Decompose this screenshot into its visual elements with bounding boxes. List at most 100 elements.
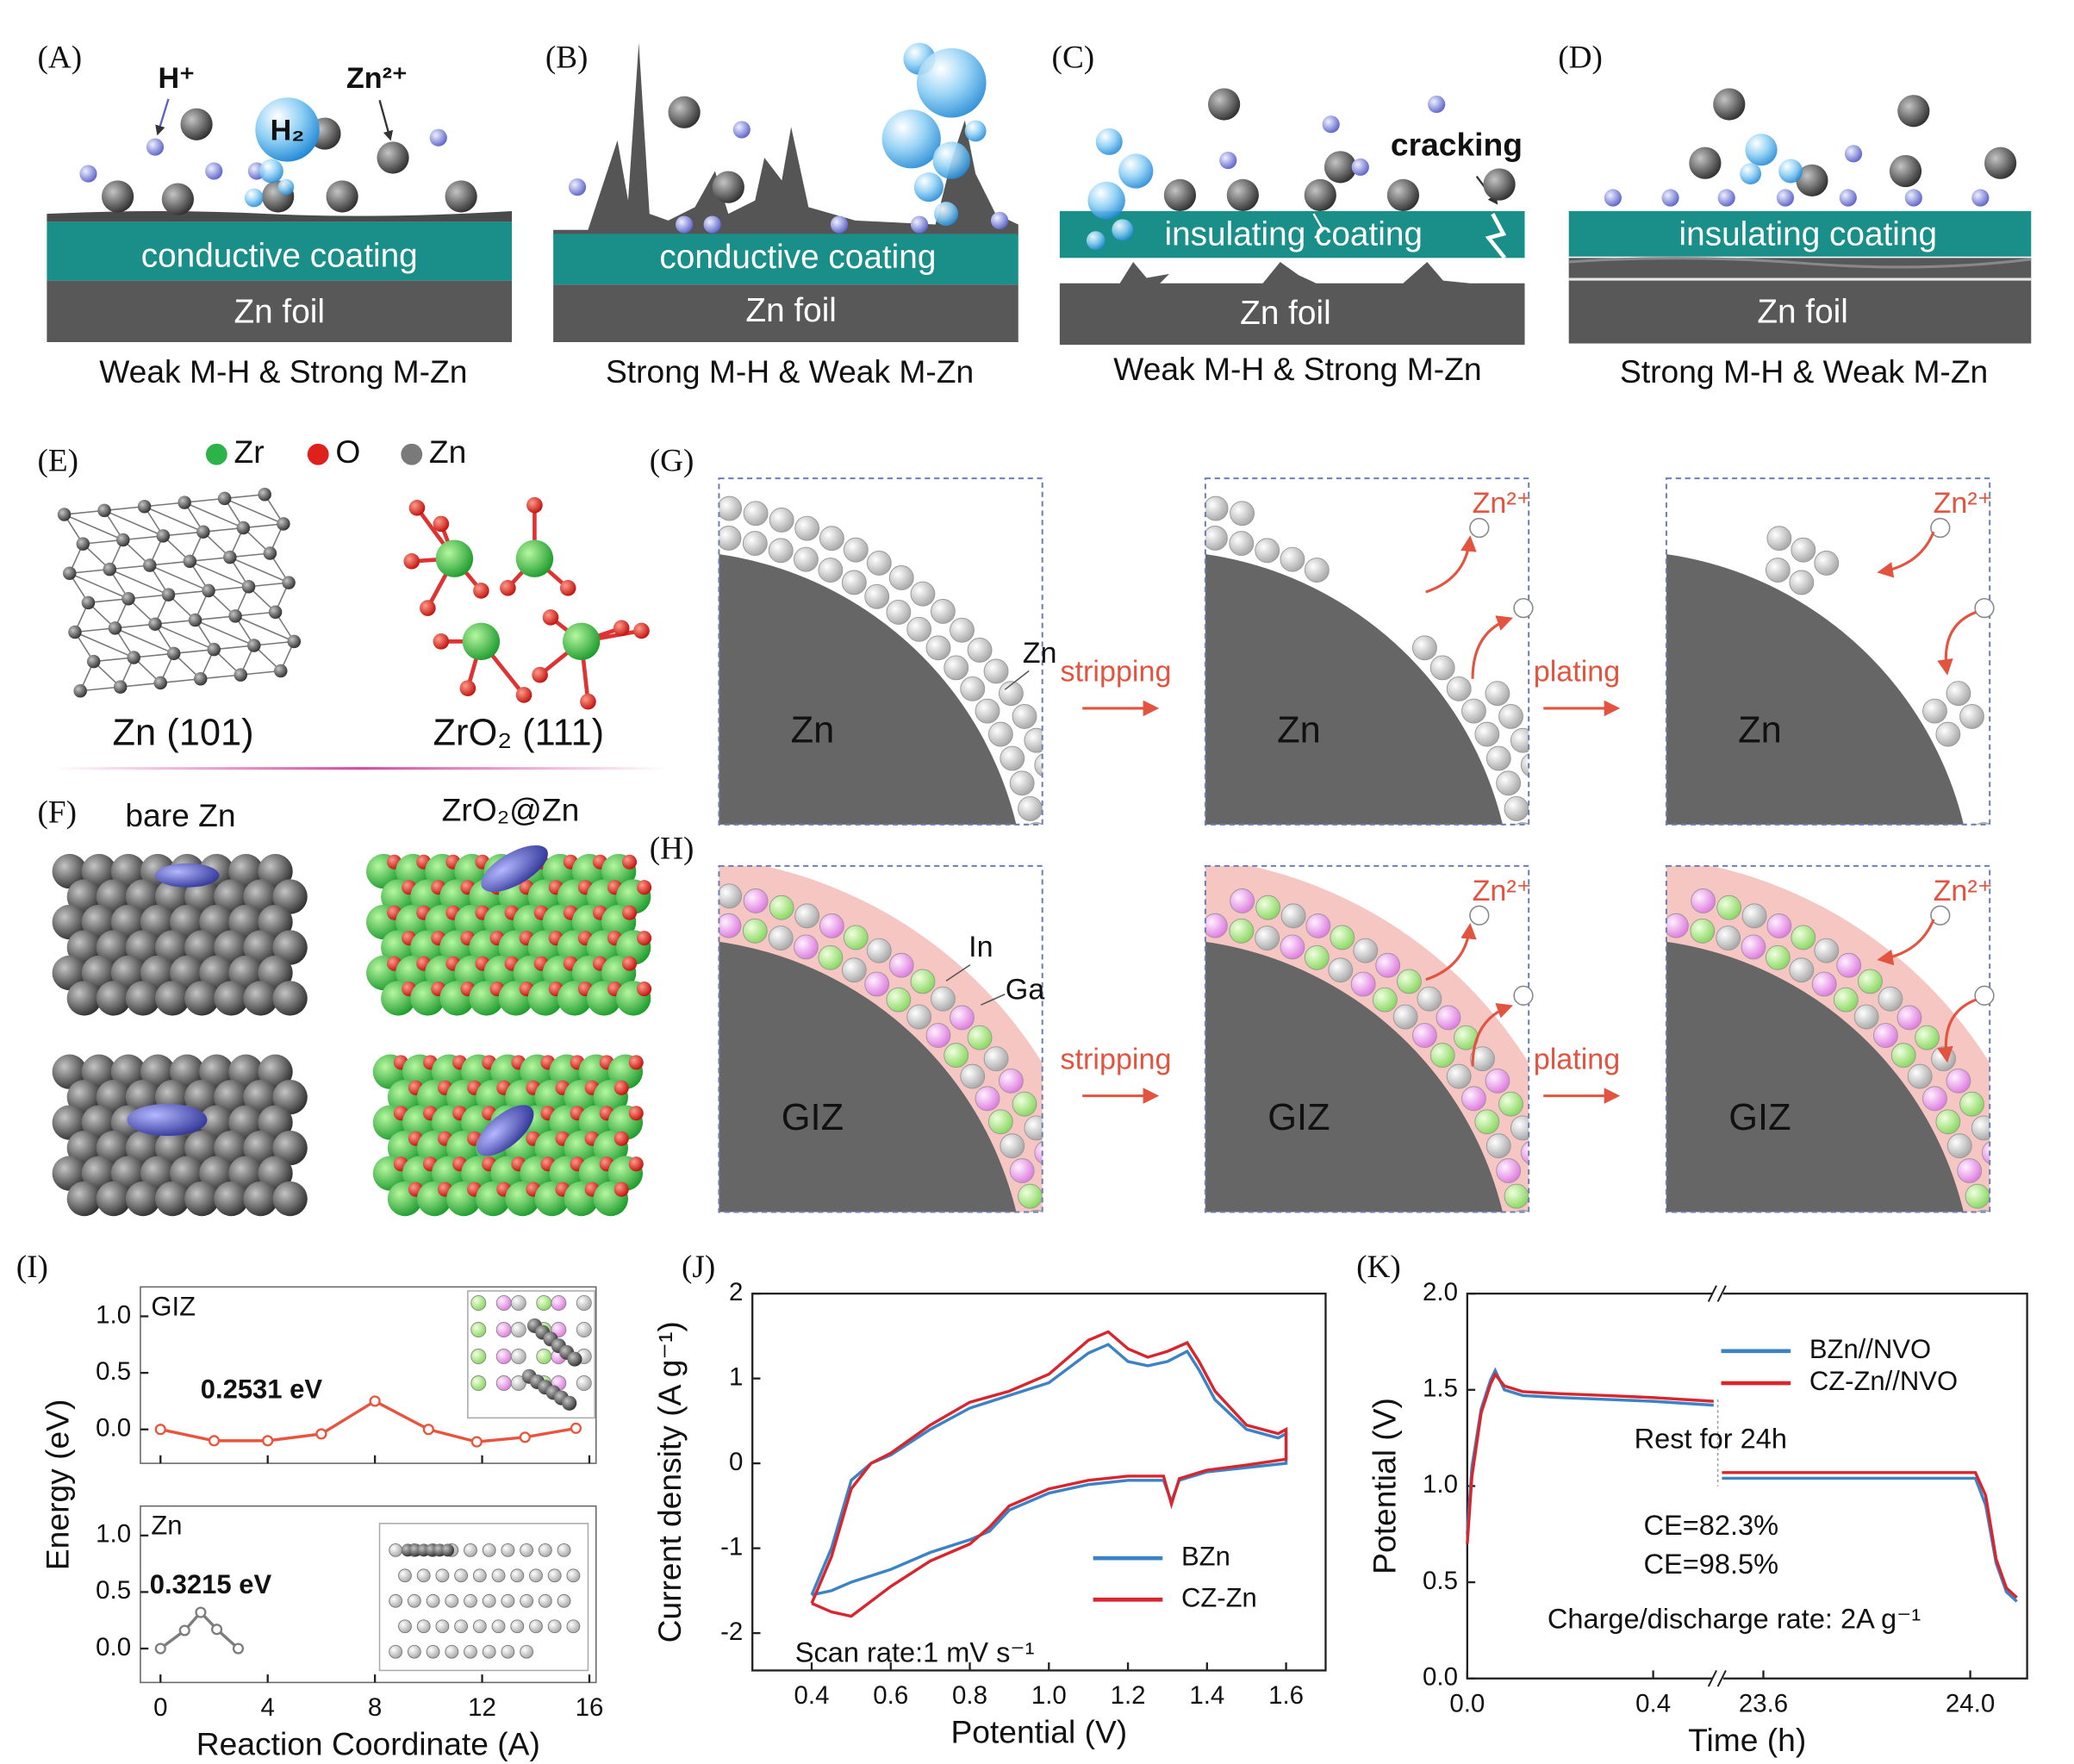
sphere [258,853,293,889]
annotation: cracking [1391,126,1523,162]
sphere [830,215,849,234]
sphere [52,853,87,889]
sphere [161,588,176,602]
sphere [1907,1063,1933,1089]
sphere [1397,969,1422,994]
sphere [435,1568,450,1583]
sphere [886,599,912,625]
sphere [1498,704,1523,729]
y-tick-label: 0.5 [96,1576,131,1605]
sphere [495,1375,512,1392]
model-title: ZrO₂@Zn [442,792,580,828]
sphere [66,930,102,965]
sphere [547,1568,562,1583]
annotation: Charge/discharge rate: 2A g⁻¹ [1548,1604,1921,1635]
sphere [491,1619,506,1634]
sphere [86,654,101,669]
bond [120,682,161,688]
coating-label: conductive coating [659,239,936,276]
y-tick-label: -2 [720,1618,743,1646]
sphere [470,1375,487,1392]
bond [103,509,164,537]
sphere [184,1181,220,1217]
sphere [719,526,742,551]
sphere [416,1619,431,1634]
sphere [536,1349,552,1365]
sphere [613,1080,629,1095]
sphere [435,1619,450,1634]
sphere [243,1130,278,1166]
sphere [1897,95,1930,128]
data-point [154,1642,166,1655]
electrode-label: Zn [1738,709,1782,751]
sphere [676,215,694,234]
bubble [1086,231,1106,250]
half-cell [719,496,1043,825]
sphere [1716,926,1741,951]
sphere [501,1543,515,1557]
sphere [841,570,867,595]
y-tick-label: 0.0 [96,1413,131,1442]
sphere [146,138,165,156]
sphere [1791,537,1816,563]
sphere [1330,925,1355,951]
sphere [906,616,932,642]
foil [1568,258,2032,344]
sphere [1959,1091,1984,1117]
sphere [1873,1023,1898,1048]
sphere [1230,888,1255,913]
sphere [1922,1086,1947,1112]
sphere [501,1644,515,1659]
sphere [188,613,202,627]
bubble [255,97,320,162]
sphere [272,1181,308,1217]
sphere [1351,158,1369,176]
bond [253,640,295,646]
bond [80,686,121,692]
bond [115,623,156,629]
sphere [52,904,87,940]
foil [47,280,513,342]
sphere [81,1156,117,1191]
data-point [211,1624,223,1636]
sphere [819,526,844,552]
y-tick-label: 0.5 [96,1357,131,1386]
data-point [570,1422,582,1434]
panel-f: (F) bare Zn ZrO₂@Zn [38,792,652,1217]
inset-cell [378,1523,589,1672]
sphere [1207,88,1241,121]
sphere [125,1130,161,1166]
sphere [108,621,122,635]
sphere [199,1156,234,1191]
sphere [906,1004,932,1030]
y-tick-label: 0.5 [1423,1567,1458,1595]
sphere [193,672,208,686]
legend-label: O [335,433,360,470]
half-cell [1666,526,1990,825]
sphere [202,583,215,598]
sphere [241,580,256,594]
flux-arrow [1937,610,1977,676]
sphere [464,1593,477,1608]
sphere [1814,551,1840,576]
bond [243,523,283,529]
sphere [1255,926,1280,951]
sphere [470,1322,487,1337]
sphere [931,986,956,1012]
sphere [1946,1133,1972,1159]
sphere [1965,1183,1990,1209]
sphere [538,1593,552,1608]
sphere [1372,987,1398,1013]
ion [1469,517,1490,539]
sphere [217,491,232,506]
x-tick-label: 0.4 [1635,1690,1671,1718]
sphere [1470,1046,1495,1072]
bubble [932,141,970,179]
bond [190,560,249,588]
panel-label: (F) [38,795,77,831]
sphere [184,1080,220,1115]
data-point [262,1435,274,1447]
sphere [1350,971,1376,997]
x-tick-label: 12 [468,1693,496,1722]
annotation: CE=82.3% [1644,1510,1779,1541]
